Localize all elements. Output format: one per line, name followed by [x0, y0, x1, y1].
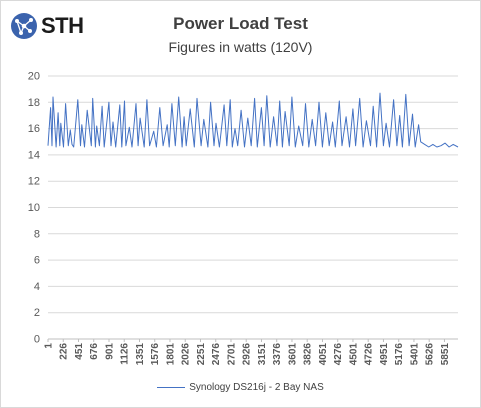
- x-tick-label-26: 5851: [440, 343, 451, 366]
- x-tick-label-13: 2926: [242, 343, 253, 366]
- y-tick-label-7: 14: [28, 149, 40, 161]
- x-tick-label-14: 3151: [257, 343, 268, 366]
- x-tick-label-18: 4051: [318, 343, 329, 366]
- series-line-0: [47, 92, 459, 148]
- y-tick-label-3: 6: [34, 255, 40, 267]
- y-tick-label-10: 20: [28, 71, 40, 83]
- x-tick-label-15: 3376: [272, 343, 283, 366]
- y-tick-label-9: 18: [28, 97, 40, 109]
- y-tick-label-1: 2: [34, 307, 40, 319]
- x-tick-label-0: 1: [44, 343, 55, 349]
- x-tick-label-19: 4276: [333, 343, 344, 366]
- chart-subtitle: Figures in watts (120V): [168, 39, 313, 55]
- x-tick-label-7: 1576: [150, 343, 161, 366]
- x-tick-label-5: 1126: [120, 343, 131, 365]
- x-tick-label-9: 2026: [181, 343, 192, 366]
- globe-network-icon: [11, 13, 37, 39]
- x-tick-label-22: 4951: [379, 343, 390, 366]
- legend-swatch: [157, 387, 186, 388]
- y-tick-label-0: 0: [34, 334, 40, 346]
- x-tick-label-20: 4501: [348, 343, 359, 366]
- x-tick-label-12: 2701: [226, 343, 237, 366]
- x-tick-label-16: 3601: [287, 343, 298, 366]
- x-tick-label-21: 4726: [364, 343, 375, 366]
- x-tick-label-4: 901: [104, 343, 115, 360]
- x-tick-label-17: 3826: [303, 343, 314, 366]
- x-tick-label-2: 451: [74, 343, 85, 360]
- y-tick-label-2: 4: [34, 281, 40, 293]
- logo-text: STH: [41, 13, 84, 38]
- legend-label: Synology DS216j - 2 Bay NAS: [189, 382, 324, 393]
- x-tick-label-25: 5626: [425, 343, 436, 366]
- y-tick-label-6: 12: [28, 176, 40, 188]
- y-tick-label-4: 8: [34, 228, 40, 240]
- y-tick-label-5: 10: [28, 202, 40, 214]
- x-tick-label-23: 5176: [394, 343, 405, 366]
- x-tick-label-6: 1351: [135, 343, 146, 366]
- chart-legend: Synology DS216j - 2 Bay NAS: [0, 382, 481, 393]
- x-tick-label-1: 226: [59, 343, 70, 360]
- chart-title: Power Load Test: [173, 14, 308, 33]
- x-tick-label-24: 5401: [409, 343, 420, 366]
- x-tick-label-11: 2476: [211, 343, 222, 366]
- x-tick-label-10: 2251: [196, 343, 207, 366]
- sth-logo: STH: [10, 12, 84, 40]
- x-tick-label-3: 676: [89, 343, 100, 360]
- x-tick-label-8: 1801: [165, 343, 176, 366]
- y-tick-label-8: 16: [28, 123, 40, 135]
